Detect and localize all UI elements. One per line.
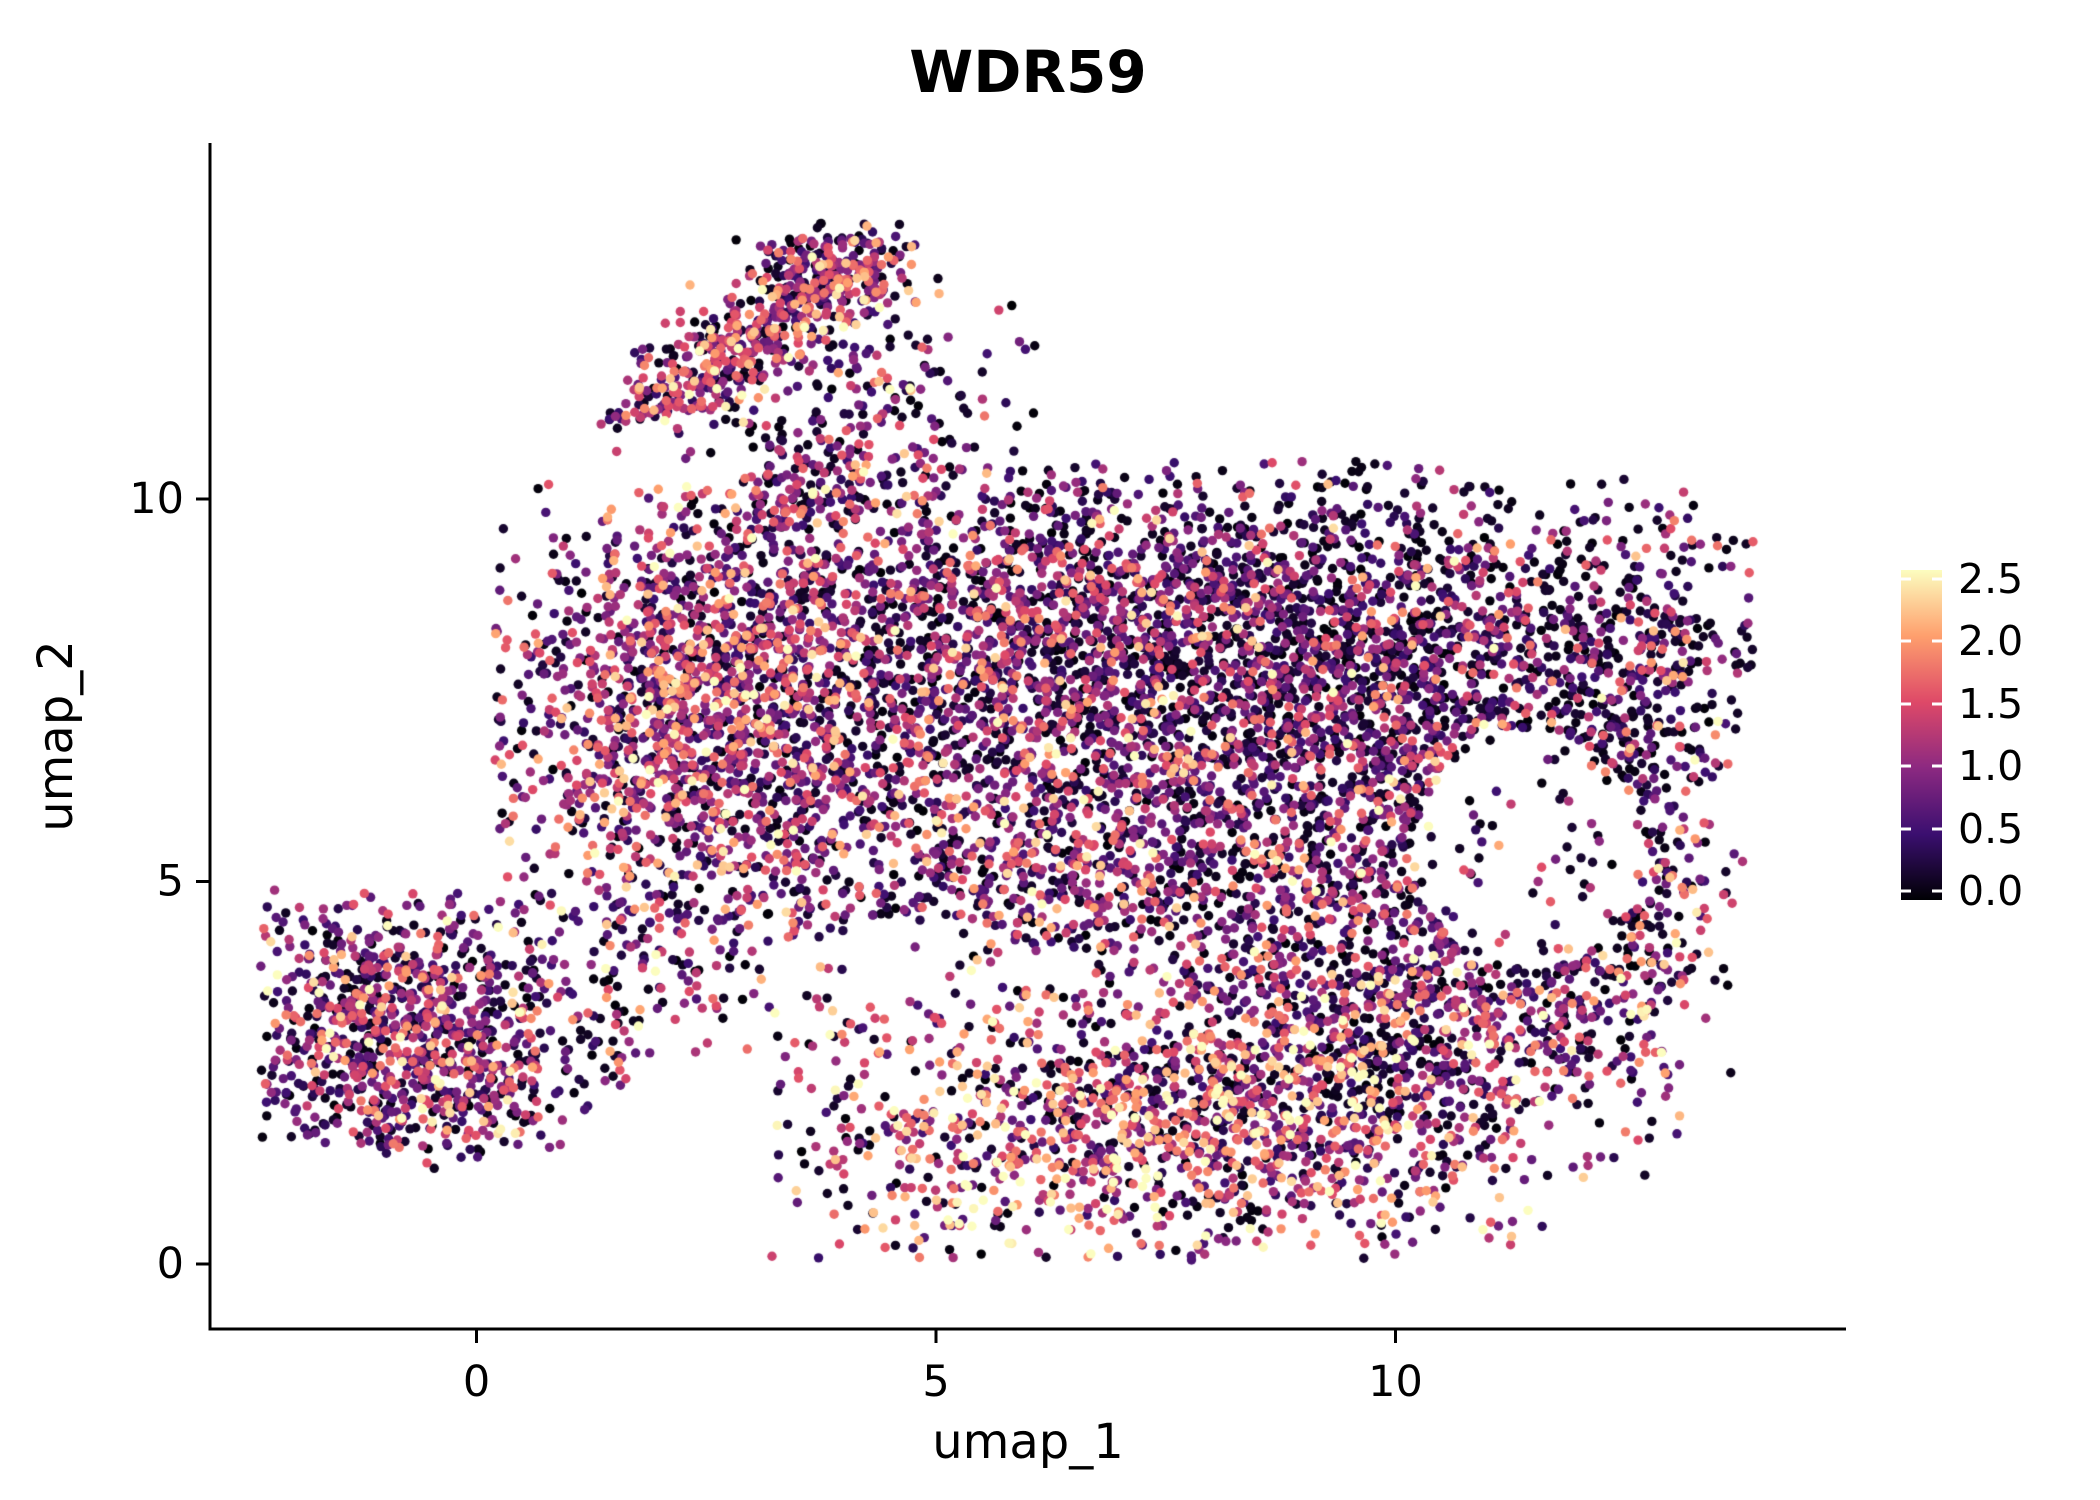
legend-colorbar-group: 2.5 2.0 1.5 1.0 0.5 0.0 [1901, 555, 2023, 915]
y-tick-label-0: 0 [157, 1239, 184, 1289]
legend-label-1.0: 1.0 [1958, 742, 2023, 790]
legend-tick-labels: 2.5 2.0 1.5 1.0 0.5 0.0 [1958, 555, 2023, 915]
legend-label-1.5: 1.5 [1958, 680, 2023, 728]
plot-title: WDR59 [909, 38, 1147, 106]
x-tick-label-5: 5 [922, 1357, 949, 1407]
y-tick-label-5: 5 [157, 857, 184, 907]
y-axis-title: umap_2 [28, 640, 84, 832]
x-tick-label-0: 0 [463, 1357, 490, 1407]
legend-label-0.5: 0.5 [1958, 805, 2023, 853]
legend-colorbar-ticks [1901, 577, 1942, 893]
y-axis-ticks [196, 497, 210, 1266]
x-axis-tick-labels: 0 5 10 [463, 1357, 1423, 1407]
x-tick-label-10: 10 [1368, 1357, 1423, 1407]
legend-colorbar [1901, 570, 1942, 900]
legend-label-2.5: 2.5 [1958, 555, 2023, 603]
x-axis-ticks [475, 1329, 1397, 1343]
legend-label-0.0: 0.0 [1958, 867, 2023, 915]
legend-label-2.0: 2.0 [1958, 617, 2023, 665]
y-axis-tick-labels: 0 5 10 [129, 474, 184, 1289]
x-axis-title: umap_1 [932, 1414, 1124, 1470]
y-tick-label-10: 10 [129, 474, 184, 524]
